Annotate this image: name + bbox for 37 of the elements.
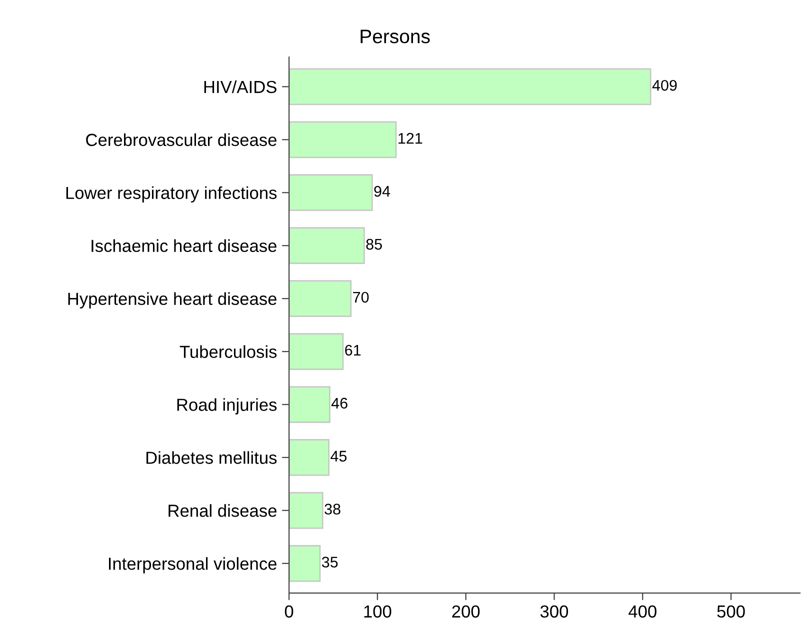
bar (289, 439, 330, 476)
bar (289, 280, 352, 318)
y-tick-label: Interpersonal violence (108, 557, 276, 574)
y-tick-label: Lower respiratory infections (66, 186, 277, 203)
y-tick-label: HIV/AIDS (204, 80, 276, 94)
x-tick-label: 100 (364, 605, 392, 618)
x-tick-label: 0 (284, 605, 294, 618)
data-label: 38 (324, 504, 340, 515)
y-tick-label: Road injuries (177, 398, 277, 414)
data-label: 35 (322, 556, 338, 568)
bar (289, 544, 321, 582)
y-tick-label: Hypertensive heart disease (68, 292, 276, 308)
data-label: 94 (374, 186, 390, 197)
bar (289, 121, 397, 158)
y-tick-label: Diabetes mellitus (146, 451, 277, 464)
bar (289, 174, 373, 212)
x-tick-label: 300 (540, 605, 568, 618)
chart-title: Persons (360, 30, 430, 44)
data-label: 45 (330, 450, 347, 462)
x-tick-label: 500 (717, 605, 745, 618)
x-tick-label: 200 (452, 605, 480, 618)
bar (289, 492, 324, 529)
data-label: 121 (398, 132, 422, 144)
bar (289, 227, 365, 264)
data-label: 409 (652, 80, 677, 91)
bar (289, 386, 330, 423)
data-label: 85 (366, 238, 382, 250)
bar (289, 68, 652, 106)
y-tick-label: Renal disease (168, 504, 276, 517)
y-tick-label: Ischaemic heart disease (92, 239, 276, 252)
data-label: 46 (331, 398, 348, 409)
bar (289, 333, 344, 370)
y-tick-label: Tuberculosis (180, 345, 277, 358)
data-label: 61 (345, 344, 361, 356)
x-tick-label: 400 (628, 605, 656, 618)
y-tick-label: Cerebrovascular disease (86, 133, 276, 146)
data-label: 70 (353, 292, 369, 303)
